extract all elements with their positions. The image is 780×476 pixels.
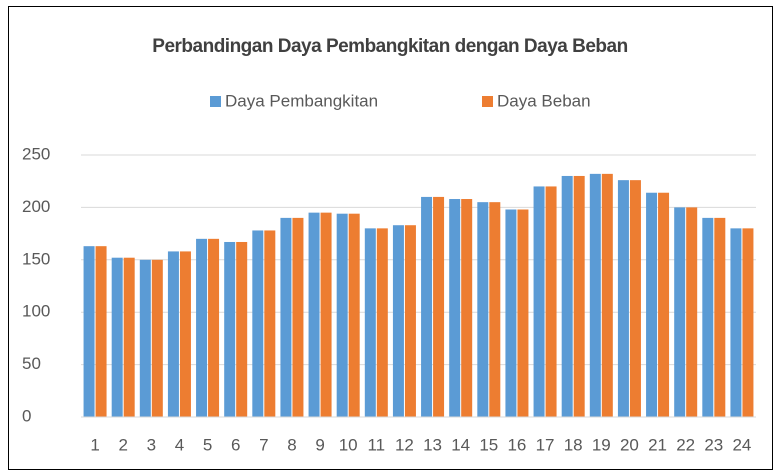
x-tick-label: 1 [90,435,99,454]
bar [364,228,376,417]
x-tick-label: 3 [147,435,156,454]
bar [336,213,348,417]
x-tick-label: 24 [732,435,751,454]
chart-border [8,6,773,470]
y-tick-label: 250 [22,144,50,163]
bar [489,202,501,417]
bar [646,192,658,417]
bar [320,212,332,417]
legend-label: Daya Beban [497,91,591,110]
bar [139,259,151,417]
bar [95,246,107,417]
chart-title: Perbandingan Daya Pembangkitan dengan Da… [152,36,627,57]
bar [404,225,416,417]
x-tick-label: 23 [704,435,723,454]
x-tick-label: 5 [203,435,212,454]
x-tick-label: 4 [175,435,184,454]
bar [252,230,264,417]
x-tick-label: 2 [118,435,127,454]
bar [196,238,208,417]
bar [348,213,360,417]
x-tick-label: 11 [367,435,385,454]
bar [545,186,557,417]
bar [224,241,236,417]
x-tick-label: 14 [451,435,470,454]
bar [123,257,135,417]
bar [629,180,641,417]
bar [658,192,670,417]
x-tick-label: 7 [259,435,268,454]
bar [179,251,191,417]
x-tick-label: 13 [423,435,442,454]
bar [111,257,123,417]
x-tick-label: 20 [620,435,639,454]
bar [742,228,754,417]
bar [392,225,404,417]
x-tick-label: 16 [507,435,526,454]
x-tick-label: 9 [315,435,324,454]
bar [714,217,726,417]
bar [433,196,445,417]
bar [517,209,529,417]
y-tick-label: 100 [22,302,50,321]
bar [730,228,742,417]
bar [561,175,573,417]
legend-swatch [482,96,493,107]
bar [589,173,601,417]
bar [421,196,433,417]
bar [280,217,292,417]
bar [83,246,95,417]
bar [308,212,320,417]
y-tick-label: 200 [22,197,50,216]
bar [702,217,714,417]
bar [376,228,388,417]
bar [449,199,461,417]
bar [208,238,220,417]
x-tick-label: 8 [287,435,296,454]
bar [601,173,613,417]
bar [167,251,179,417]
legend-label: Daya Pembangkitan [225,91,378,110]
bar [461,199,473,417]
bar [617,180,629,417]
x-tick-label: 21 [648,435,667,454]
legend-swatch [210,96,221,107]
y-tick-label: 0 [22,406,31,425]
bar [264,230,276,417]
bar [151,259,163,417]
bar [505,209,517,417]
x-tick-label: 19 [592,435,611,454]
bar [573,175,585,417]
bar [533,186,545,417]
bar [292,217,304,417]
x-tick-label: 12 [395,435,414,454]
x-tick-label: 10 [339,435,358,454]
x-tick-label: 6 [231,435,240,454]
bar [674,207,686,417]
bar [686,207,698,417]
bar [236,241,248,417]
bar [477,202,489,417]
y-tick-label: 150 [22,249,50,268]
x-tick-label: 22 [676,435,695,454]
x-tick-label: 18 [564,435,583,454]
x-tick-label: 15 [479,435,498,454]
y-tick-label: 50 [22,354,41,373]
x-tick-label: 17 [536,435,555,454]
